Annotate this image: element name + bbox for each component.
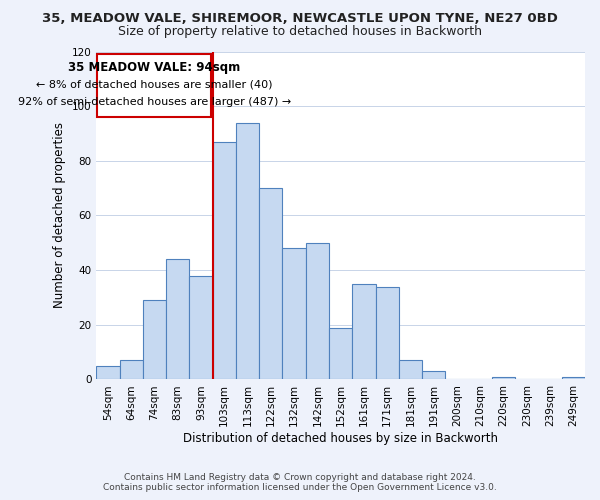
Bar bbox=[306, 243, 329, 380]
Bar bbox=[143, 300, 166, 380]
Bar bbox=[96, 366, 119, 380]
FancyBboxPatch shape bbox=[97, 54, 211, 117]
Bar bbox=[166, 259, 190, 380]
Text: Contains HM Land Registry data © Crown copyright and database right 2024.
Contai: Contains HM Land Registry data © Crown c… bbox=[103, 473, 497, 492]
Bar bbox=[119, 360, 143, 380]
Text: 35 MEADOW VALE: 94sqm: 35 MEADOW VALE: 94sqm bbox=[68, 61, 241, 74]
Bar bbox=[376, 286, 399, 380]
Bar bbox=[352, 284, 376, 380]
Bar bbox=[259, 188, 283, 380]
Bar bbox=[562, 376, 585, 380]
Text: Size of property relative to detached houses in Backworth: Size of property relative to detached ho… bbox=[118, 25, 482, 38]
Text: 35, MEADOW VALE, SHIREMOOR, NEWCASTLE UPON TYNE, NE27 0BD: 35, MEADOW VALE, SHIREMOOR, NEWCASTLE UP… bbox=[42, 12, 558, 26]
X-axis label: Distribution of detached houses by size in Backworth: Distribution of detached houses by size … bbox=[183, 432, 498, 445]
Bar bbox=[329, 328, 352, 380]
Text: ← 8% of detached houses are smaller (40): ← 8% of detached houses are smaller (40) bbox=[36, 79, 273, 89]
Bar bbox=[422, 372, 445, 380]
Text: 92% of semi-detached houses are larger (487) →: 92% of semi-detached houses are larger (… bbox=[18, 97, 291, 107]
Bar bbox=[399, 360, 422, 380]
Bar bbox=[492, 376, 515, 380]
Y-axis label: Number of detached properties: Number of detached properties bbox=[53, 122, 66, 308]
Bar bbox=[236, 122, 259, 380]
Bar bbox=[190, 276, 212, 380]
Bar bbox=[212, 142, 236, 380]
Bar bbox=[283, 248, 306, 380]
